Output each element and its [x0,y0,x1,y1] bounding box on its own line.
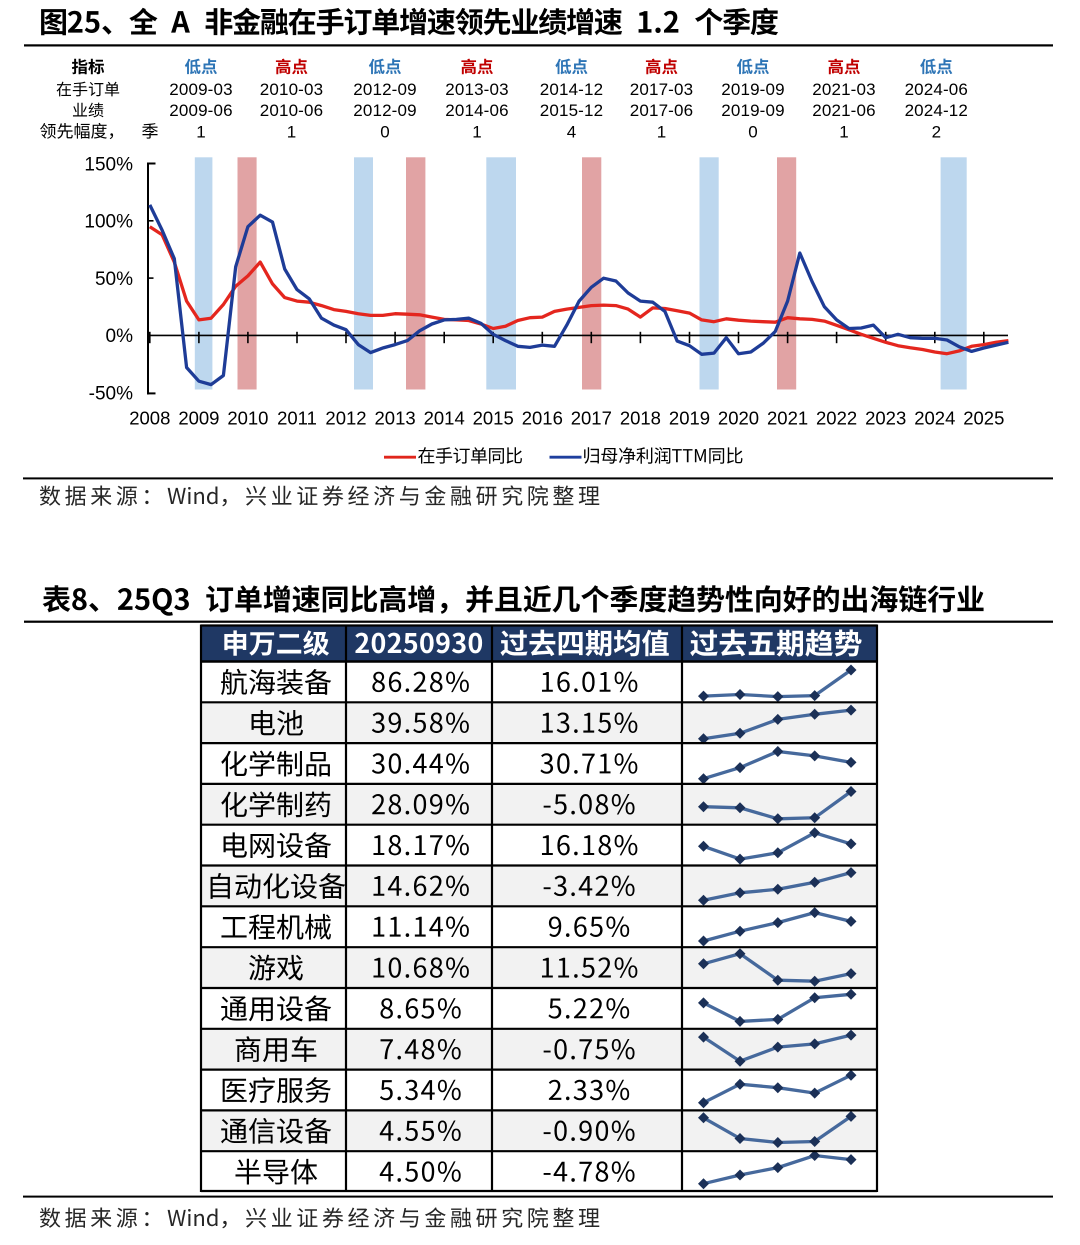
svg-text:2011: 2011 [277,407,317,428]
svg-text:2019-09: 2019-09 [721,80,784,99]
svg-text:2010-06: 2010-06 [260,101,323,120]
svg-text:2017-06: 2017-06 [630,101,693,120]
svg-text:100%: 100% [84,212,133,233]
svg-text:2020: 2020 [718,407,759,428]
svg-text:1: 1 [287,122,296,141]
svg-text:1: 1 [657,122,666,141]
svg-text:2010-03: 2010-03 [260,80,323,99]
svg-text:2024-06: 2024-06 [905,80,968,99]
svg-text:1: 1 [196,122,205,141]
svg-text:2021: 2021 [767,407,808,428]
svg-text:2: 2 [932,122,941,141]
svg-text:0%: 0% [106,326,134,347]
svg-text:2021-03: 2021-03 [812,80,875,99]
svg-text:2014: 2014 [424,407,465,428]
svg-text:2008: 2008 [129,407,170,428]
svg-text:50%: 50% [95,269,133,290]
svg-text:2016: 2016 [522,407,563,428]
svg-text:0: 0 [380,122,389,141]
svg-text:2024-12: 2024-12 [905,101,968,120]
svg-text:2014-12: 2014-12 [540,80,603,99]
svg-text:2023: 2023 [865,407,906,428]
svg-text:2010: 2010 [227,407,268,428]
svg-text:4: 4 [567,122,576,141]
svg-text:2022: 2022 [816,407,857,428]
svg-text:2009-06: 2009-06 [169,101,232,120]
svg-text:-50%: -50% [89,384,133,405]
svg-text:2012-09: 2012-09 [353,80,416,99]
svg-text:1: 1 [472,122,481,141]
svg-text:0: 0 [748,122,757,141]
svg-text:2012-09: 2012-09 [353,101,416,120]
svg-text:2012: 2012 [325,407,366,428]
svg-text:1: 1 [839,122,848,141]
svg-text:2013: 2013 [375,407,416,428]
svg-text:2017: 2017 [571,407,612,428]
svg-text:2017-03: 2017-03 [630,80,693,99]
svg-text:2024: 2024 [914,407,955,428]
svg-text:2014-06: 2014-06 [445,101,508,120]
svg-text:150%: 150% [84,154,133,175]
svg-text:2019-09: 2019-09 [721,101,784,120]
svg-text:2021-06: 2021-06 [812,101,875,120]
svg-text:2025: 2025 [963,407,1004,428]
svg-text:2019: 2019 [669,407,710,428]
svg-text:2009: 2009 [178,407,219,428]
svg-text:2018: 2018 [620,407,661,428]
svg-text:2015: 2015 [473,407,514,428]
svg-text:2013-03: 2013-03 [445,80,508,99]
svg-text:2015-12: 2015-12 [540,101,603,120]
svg-text:2009-03: 2009-03 [169,80,232,99]
